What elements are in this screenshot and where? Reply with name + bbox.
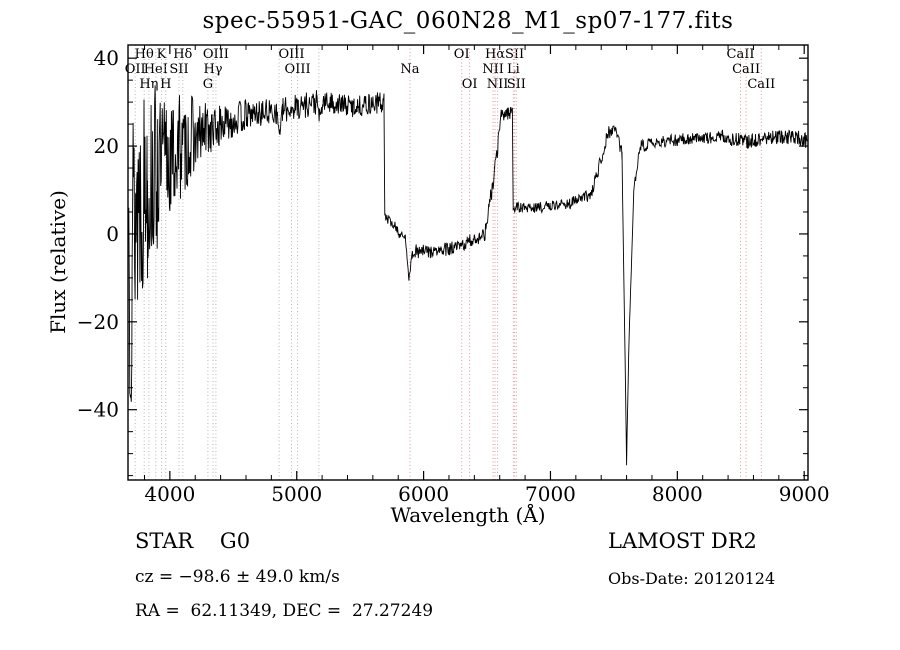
plot-title: spec-55951-GAC_060N28_M1_sp07-177.fits bbox=[202, 8, 734, 34]
x-tick-label: 7000 bbox=[525, 482, 576, 506]
plot-frame bbox=[127, 44, 809, 481]
spectral-line-label: SII bbox=[505, 47, 524, 62]
object-class-label: STAR G0 bbox=[135, 529, 251, 553]
spectral-line-label: G bbox=[203, 77, 213, 92]
spectral-line-label: HeI bbox=[144, 62, 168, 77]
spectral-line-label: K bbox=[157, 47, 167, 62]
spectral-line-label: OIII bbox=[285, 62, 311, 77]
spectral-line-label: NII bbox=[482, 62, 504, 77]
y-tick-label: −20 bbox=[77, 310, 119, 334]
y-tick-label: −40 bbox=[77, 398, 119, 422]
x-tick-label: 8000 bbox=[652, 482, 703, 506]
spectral-line-label: SII bbox=[169, 62, 188, 77]
x-tick-label: 4000 bbox=[144, 482, 195, 506]
y-tick-label: 40 bbox=[94, 46, 119, 70]
spectral-line-label: SII bbox=[507, 77, 526, 92]
spectral-line-label: Hη bbox=[139, 77, 158, 92]
ra-dec-label: RA = 62.11349, DEC = 27.27249 bbox=[135, 601, 434, 621]
y-tick-label: 20 bbox=[94, 134, 119, 158]
spectral-line-label: Hα bbox=[485, 47, 505, 62]
spectral-line-label: Hδ bbox=[173, 47, 192, 62]
spectral-line-label: OIII bbox=[278, 47, 304, 62]
x-tick-label: 6000 bbox=[398, 482, 449, 506]
spectral-line-label: Li bbox=[507, 62, 520, 77]
cz-velocity-label: cz = −98.6 ± 49.0 km/s bbox=[135, 567, 340, 587]
x-tick-label: 9000 bbox=[779, 482, 830, 506]
spectrum-trace bbox=[128, 85, 808, 466]
spectral-line-label: OII bbox=[125, 62, 146, 77]
x-tick-label: 5000 bbox=[271, 482, 322, 506]
obs-date-label: Obs-Date: 20120124 bbox=[608, 569, 776, 588]
survey-release-label: LAMOST DR2 bbox=[608, 529, 757, 553]
spectral-line-label: Hγ bbox=[203, 62, 222, 77]
spectral-line-label: CaII bbox=[732, 62, 760, 77]
spectral-line-label: OI bbox=[462, 77, 478, 92]
spectral-line-label: CaII bbox=[727, 47, 755, 62]
y-axis-label: Flux (relative) bbox=[46, 190, 70, 334]
spectral-line-label: OI bbox=[454, 47, 470, 62]
spectral-line-label: NII bbox=[487, 77, 509, 92]
spectral-line-label: CaII bbox=[747, 77, 775, 92]
spectral-line-label: OIII bbox=[203, 47, 229, 62]
spectral-line-label: H bbox=[160, 77, 171, 92]
y-tick-label: 0 bbox=[106, 222, 119, 246]
x-axis-label: Wavelength (Å) bbox=[390, 503, 546, 527]
spectral-line-label: Na bbox=[400, 62, 419, 77]
spectral-line-label: Hθ bbox=[135, 47, 154, 62]
